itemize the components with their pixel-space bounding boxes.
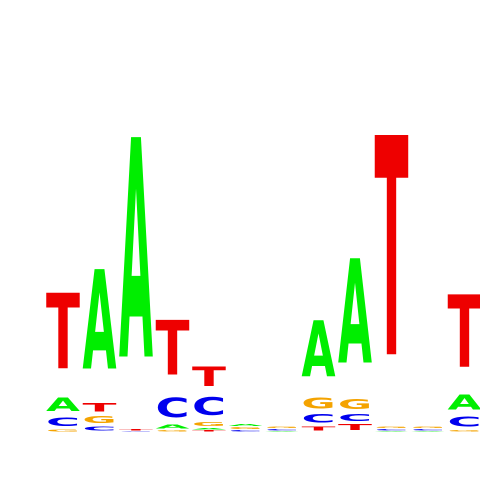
logo-letter-C: C <box>119 431 153 432</box>
logo-letter-C: C <box>375 429 409 431</box>
logo-letter-T: T <box>119 429 153 431</box>
logo-letter-T: T <box>302 426 336 433</box>
logo-letter-T: T <box>192 430 226 432</box>
logo-letter-T: T <box>192 362 226 392</box>
logo-letter-T: T <box>156 306 190 393</box>
logo-letter-T: T <box>46 274 80 394</box>
logo-column-3: CTA <box>119 77 153 432</box>
logo-letter-G: G <box>46 429 80 432</box>
logo-letter-A: A <box>119 77 153 428</box>
logo-letter-A: A <box>192 428 226 430</box>
logo-letter-T: T <box>375 75 409 425</box>
logo-letter-C: C <box>83 425 117 432</box>
logo-letter-G: G <box>265 427 299 429</box>
logo-letter-A: A <box>156 423 191 429</box>
logo-letter-T: T <box>338 423 373 432</box>
logo-letter-C: C <box>229 430 263 432</box>
logo-letter-G: G <box>192 421 226 427</box>
logo-letter-A: A <box>375 431 409 432</box>
logo-letter-A: A <box>302 305 336 395</box>
logo-letter-C: C <box>46 416 80 429</box>
logo-letter-A: A <box>448 391 480 415</box>
logo-letter-T: T <box>83 401 117 414</box>
logo-letter-G: G <box>338 397 372 412</box>
logo-letter-C: C <box>265 429 299 431</box>
logo-letter-C: C <box>448 415 480 430</box>
logo-column-11: ACG <box>411 427 445 432</box>
logo-letter-C: C <box>411 429 445 431</box>
logo-letter-A: A <box>229 423 263 426</box>
logo-letter-C: C <box>302 412 336 425</box>
logo-letter-A: A <box>338 230 372 396</box>
logo-letter-A: A <box>411 431 445 432</box>
logo-letter-G: G <box>83 415 117 426</box>
logo-letter-G: G <box>411 427 445 429</box>
logo-column-6: CGA <box>229 423 263 432</box>
logo-column-7: ACG <box>265 427 299 432</box>
logo-letter-G: G <box>302 395 336 412</box>
logo-letter-G: G <box>448 430 480 432</box>
logo-letter-G: G <box>375 427 409 429</box>
logo-letter-A: A <box>265 431 299 432</box>
logo-letter-C: C <box>156 392 190 423</box>
logo-letter-G: G <box>229 427 263 430</box>
logo-letter-A: A <box>46 394 80 416</box>
logo-letter-C: C <box>192 393 226 421</box>
logo-letter-C: C <box>338 412 372 423</box>
logo-letter-G: G <box>156 430 190 432</box>
logo-letter-A: A <box>83 242 117 401</box>
logo-letter-T: T <box>448 276 480 391</box>
